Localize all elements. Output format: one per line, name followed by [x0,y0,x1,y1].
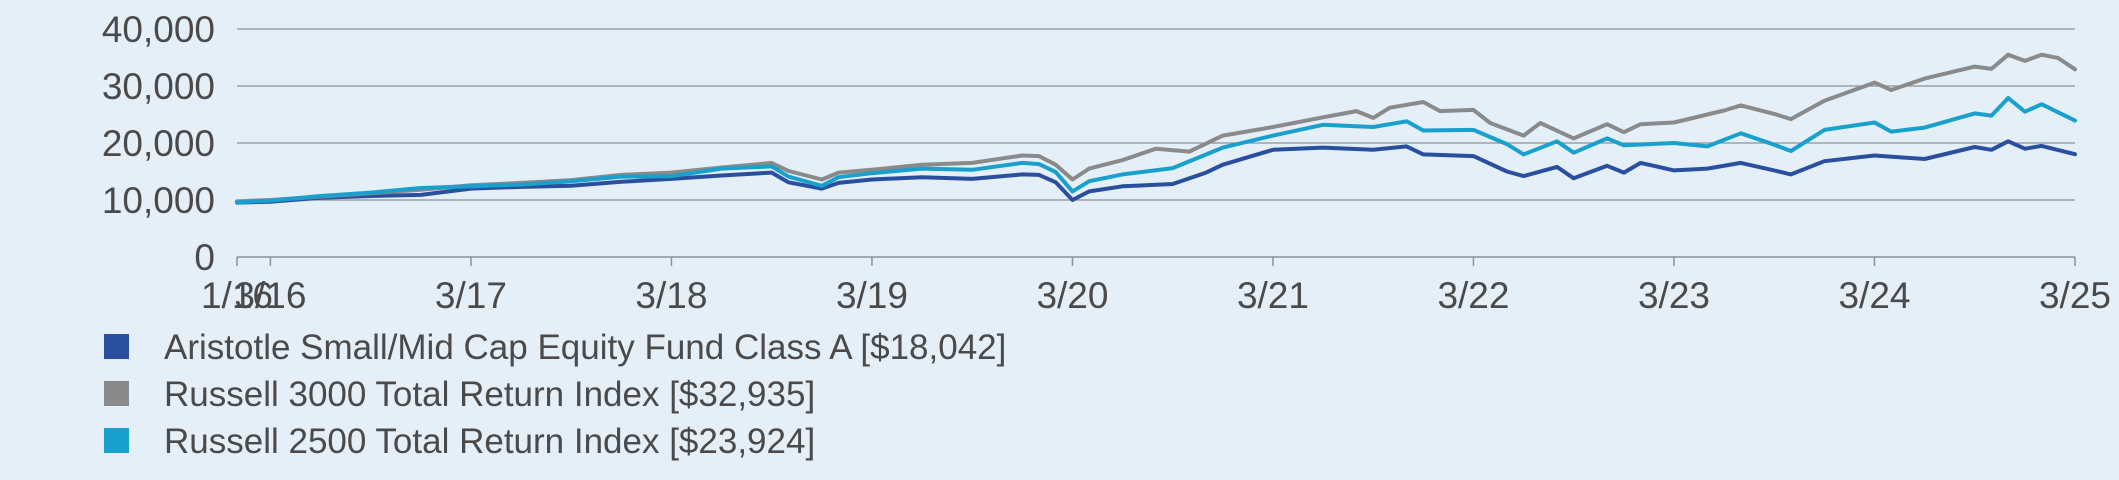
y-tick-label: 20,000 [102,123,215,164]
x-tick-label: 3/16 [234,275,306,316]
legend-label-1: Russell 3000 Total Return Index [$32,935… [164,375,815,414]
x-tick-label: 3/17 [435,275,507,316]
series-line-2 [235,96,2077,205]
y-tick-label: 40,000 [102,9,215,50]
series-line-1 [235,52,2077,204]
series-lines [235,52,2077,205]
x-tick-label: 3/23 [1638,275,1710,316]
x-tick-label: 1/16 [201,275,273,316]
legend: Aristotle Small/Mid Cap Equity Fund Clas… [104,328,1006,461]
x-tick-label: 3/20 [1036,275,1108,316]
legend-swatch-2 [104,428,129,453]
legend-swatch-0 [104,334,129,359]
legend-label-0: Aristotle Small/Mid Cap Equity Fund Clas… [164,328,1006,367]
x-tick-label: 3/18 [635,275,707,316]
x-tick-label: 3/25 [2039,275,2111,316]
x-tick-label: 3/19 [836,275,908,316]
series-line-0 [235,139,2077,205]
x-tick-label: 3/24 [1838,275,1910,316]
y-tick-label: 30,000 [102,66,215,107]
legend-label-2: Russell 2500 Total Return Index [$23,924… [164,422,815,461]
x-axis: 1/163/16 3/17 3/18 3/19 3/20 3/21 3/22 3/23 3/24… [201,256,2111,316]
y-axis-ticks: 0 10,000 20,000 30,000 40,000 [102,9,215,278]
x-tick-label: 3/22 [1437,275,1509,316]
x-tick-label: 3/21 [1237,275,1309,316]
y-tick-label: 0 [194,237,215,278]
y-tick-label: 10,000 [102,180,215,221]
legend-swatch-1 [104,381,129,406]
